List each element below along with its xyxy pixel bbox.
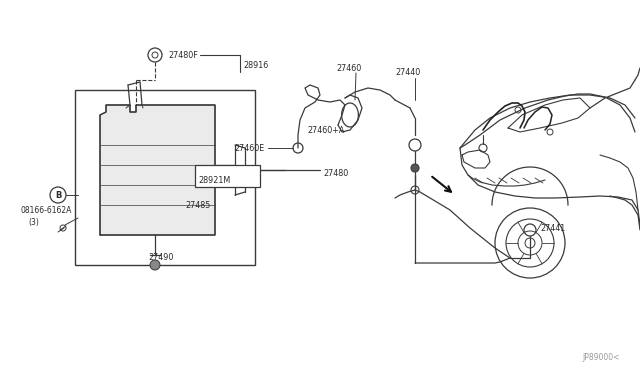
Text: 27441: 27441 [540,224,565,232]
Text: (3): (3) [28,218,39,227]
Text: 08166-6162A: 08166-6162A [20,205,72,215]
Text: 27460+A: 27460+A [307,125,344,135]
Text: 27460E: 27460E [235,144,265,153]
Bar [195,165,260,187]
Polygon shape [100,105,215,235]
Text: 27460: 27460 [336,64,361,73]
Text: 28916: 28916 [243,61,268,70]
Text: 27490: 27490 [148,253,173,262]
Text: 27485: 27485 [185,201,211,209]
Text: 27480F: 27480F [168,51,198,60]
Circle shape [150,260,160,270]
Text: 28921M: 28921M [198,176,230,185]
Text: JP89000<: JP89000< [582,353,620,362]
Text: 27440: 27440 [395,67,420,77]
Text: 27480: 27480 [323,169,348,177]
Circle shape [411,164,419,172]
Bar [75,90,255,265]
Text: B: B [55,190,61,199]
